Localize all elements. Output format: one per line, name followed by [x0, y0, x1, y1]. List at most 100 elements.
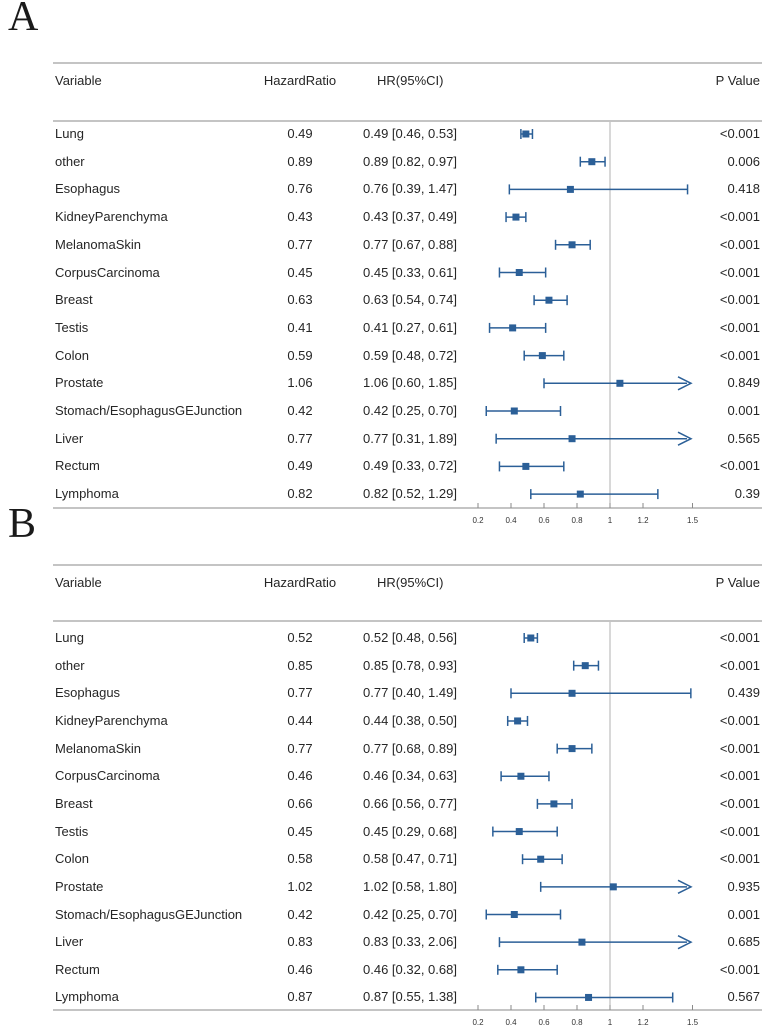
axis-tick-label: 1.2	[637, 516, 649, 525]
row-hazard-ratio-value: 0.43	[287, 209, 313, 225]
clip-arrow-icon	[677, 376, 693, 391]
row-p-value: <0.001	[719, 823, 760, 839]
column-header-hr-ci: HR(95%CI)	[377, 575, 444, 590]
row-variable-label: Lymphoma	[55, 486, 119, 502]
row-hr-ci-value: 0.49 [0.33, 0.72]	[363, 458, 457, 474]
row-hr-ci-value: 0.83 [0.33, 2.06]	[363, 934, 457, 950]
row-hr-ci-value: 1.02 [0.58, 1.80]	[363, 878, 457, 894]
row-variable-label: other	[55, 657, 85, 673]
row-hazard-ratio-value: 0.46	[287, 961, 313, 977]
row-p-value: <0.001	[719, 347, 760, 363]
hr-point-marker	[522, 462, 530, 470]
row-hr-ci-value: 0.77 [0.67, 0.88]	[363, 236, 457, 252]
row-p-value: 0.001	[727, 906, 760, 922]
row-hr-ci-value: 0.89 [0.82, 0.97]	[363, 153, 457, 169]
row-variable-label: Liver	[55, 934, 84, 950]
row-hr-ci-value: 0.58 [0.47, 0.71]	[363, 851, 457, 867]
hr-point-marker	[527, 634, 535, 642]
hr-point-marker	[568, 689, 576, 697]
hr-point-marker	[510, 407, 518, 415]
column-header-variable: Variable	[55, 575, 102, 590]
row-hr-ci-value: 0.85 [0.78, 0.93]	[363, 657, 457, 673]
row-variable-label: MelanomaSkin	[55, 236, 141, 252]
row-hr-ci-value: 0.52 [0.48, 0.56]	[363, 630, 457, 645]
column-header-hazard-ratio: HazardRatio	[263, 73, 337, 88]
row-hr-ci-value: 0.66 [0.56, 0.77]	[363, 795, 457, 811]
axis-tick-label: 0.6	[538, 1018, 550, 1027]
row-p-value: <0.001	[719, 209, 760, 225]
hr-point-marker	[616, 379, 624, 387]
row-hr-ci-value: 0.46 [0.34, 0.63]	[363, 768, 457, 784]
hr-point-marker	[568, 435, 576, 443]
hr-point-marker	[537, 855, 545, 863]
axis-tick-label: 0.4	[505, 1018, 517, 1027]
row-variable-label: KidneyParenchyma	[55, 209, 168, 225]
axis-tick-label: 0.6	[538, 516, 550, 525]
row-hr-ci-value: 0.77 [0.40, 1.49]	[363, 685, 457, 701]
row-hazard-ratio-value: 0.77	[287, 430, 313, 446]
hr-point-marker	[568, 241, 576, 249]
row-p-value: 0.001	[727, 403, 760, 418]
row-hazard-ratio-value: 0.63	[287, 292, 313, 308]
row-hazard-ratio-value: 0.82	[287, 486, 313, 502]
row-hr-ci-value: 0.63 [0.54, 0.74]	[363, 292, 457, 308]
hr-point-marker	[568, 745, 576, 753]
column-header-p-value: P Value	[715, 73, 760, 88]
row-p-value: 0.565	[727, 430, 760, 446]
axis-tick-label: 0.8	[571, 1018, 583, 1027]
row-hazard-ratio-value: 0.59	[287, 347, 313, 363]
row-variable-label: Esophagus	[55, 685, 121, 701]
row-p-value: 0.849	[727, 375, 760, 391]
column-header-hr-ci: HR(95%CI)	[377, 73, 444, 88]
row-hazard-ratio-value: 1.06	[287, 375, 313, 391]
axis-tick-label: 1.5	[687, 1018, 699, 1027]
hr-point-marker	[512, 213, 520, 221]
row-p-value: <0.001	[719, 236, 760, 252]
column-header-hazard-ratio: HazardRatio	[263, 575, 337, 590]
row-hazard-ratio-value: 0.83	[287, 934, 313, 950]
row-p-value: 0.39	[734, 486, 760, 502]
row-hazard-ratio-value: 0.46	[287, 768, 313, 784]
hr-point-marker	[588, 158, 596, 166]
row-p-value: <0.001	[719, 264, 760, 280]
hr-point-marker	[509, 324, 517, 332]
row-hr-ci-value: 0.45 [0.33, 0.61]	[363, 264, 457, 280]
row-variable-label: Liver	[55, 430, 84, 446]
row-p-value: 0.567	[727, 989, 760, 1005]
row-p-value: <0.001	[719, 630, 760, 645]
row-hr-ci-value: 0.87 [0.55, 1.38]	[363, 989, 457, 1005]
row-variable-label: other	[55, 153, 85, 169]
hr-point-marker	[550, 800, 558, 808]
row-hr-ci-value: 0.45 [0.29, 0.68]	[363, 823, 457, 839]
row-hazard-ratio-value: 0.77	[287, 685, 313, 701]
row-variable-label: Lymphoma	[55, 989, 119, 1005]
clip-arrow-icon	[677, 431, 693, 446]
column-header-p-value: P Value	[715, 575, 760, 590]
row-hr-ci-value: 0.59 [0.48, 0.72]	[363, 347, 457, 363]
row-variable-label: Testis	[55, 823, 89, 839]
hr-point-marker	[514, 717, 522, 725]
row-p-value: 0.418	[727, 181, 760, 197]
row-variable-label: Breast	[55, 292, 93, 308]
hr-point-marker	[609, 883, 617, 891]
row-hr-ci-value: 0.42 [0.25, 0.70]	[363, 403, 457, 418]
hr-point-marker	[517, 772, 525, 780]
row-p-value: 0.935	[727, 878, 760, 894]
row-variable-label: Breast	[55, 795, 93, 811]
hr-point-marker	[545, 296, 553, 304]
panel-label: B	[8, 501, 37, 547]
row-variable-label: CorpusCarcinoma	[55, 264, 160, 280]
row-hazard-ratio-value: 0.77	[287, 236, 313, 252]
row-variable-label: Rectum	[55, 458, 100, 474]
row-p-value: <0.001	[719, 795, 760, 811]
row-hr-ci-value: 1.06 [0.60, 1.85]	[363, 375, 457, 391]
row-hazard-ratio-value: 0.85	[287, 657, 313, 673]
row-hazard-ratio-value: 0.41	[287, 319, 313, 335]
row-p-value: <0.001	[719, 319, 760, 335]
hr-point-marker	[515, 269, 523, 276]
row-variable-label: Testis	[55, 319, 89, 335]
hr-point-marker	[515, 828, 523, 836]
row-p-value: 0.006	[727, 153, 760, 169]
row-hazard-ratio-value: 0.66	[287, 795, 313, 811]
